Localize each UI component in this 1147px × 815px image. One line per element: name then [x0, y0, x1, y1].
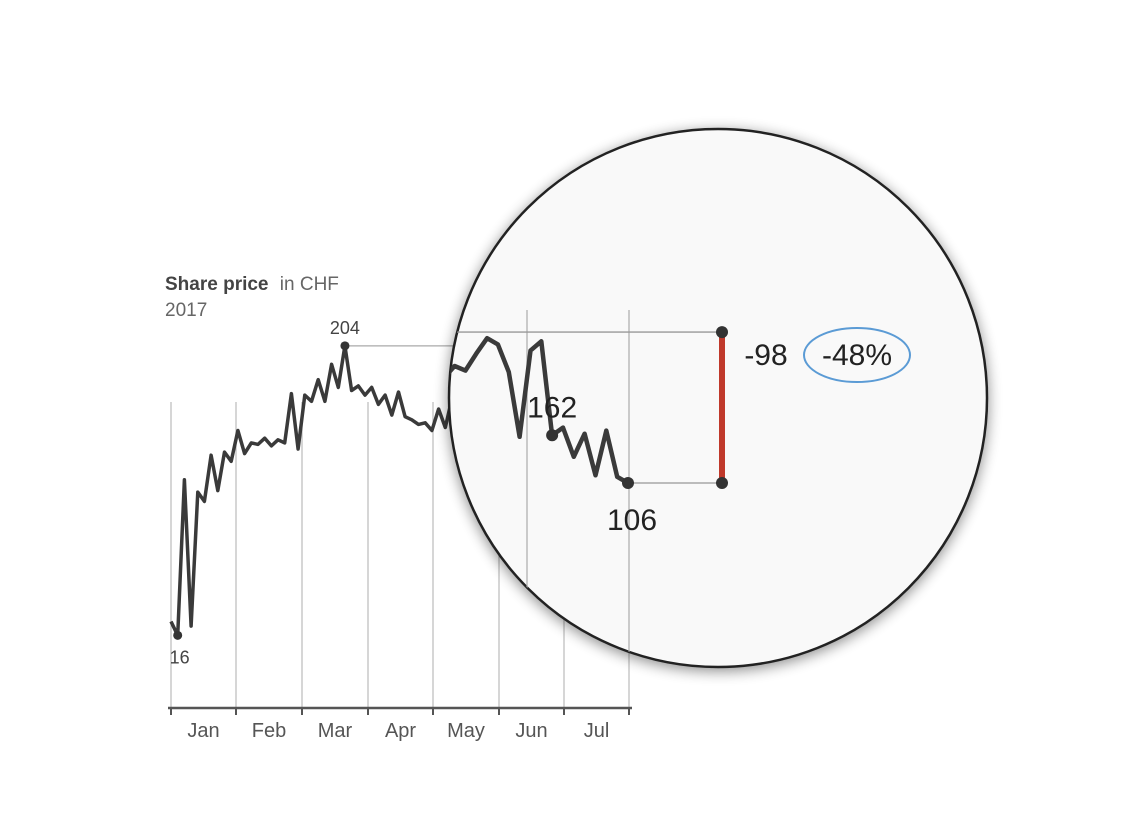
chart-title: Share price [165, 274, 269, 295]
magnifier-lens [447, 127, 989, 669]
max-label: 204 [330, 318, 360, 338]
drop-bottom-point [716, 477, 728, 489]
x-tick-label: Feb [252, 720, 286, 742]
end-point [622, 477, 634, 489]
x-axis: Jan Feb Mar Apr May Jun Jul [168, 706, 632, 742]
drop-top-point [716, 326, 728, 339]
x-tick-label: Apr [385, 720, 416, 742]
chart-subtitle: 2017 [165, 300, 207, 321]
change-abs-label: -98 [744, 339, 787, 372]
x-tick-label: Jul [584, 720, 610, 742]
x-tick-label: Jan [187, 720, 219, 742]
end-label: 106 [607, 504, 657, 537]
chart-title-unit: in CHF [280, 274, 339, 295]
lens-price-line [449, 335, 630, 485]
base-annotations: 16 204 [170, 318, 360, 668]
x-tick-label: May [447, 720, 485, 742]
peak-point [546, 429, 559, 442]
svg-text:Share price in CHF: Share price in CHF [165, 274, 339, 295]
peak-label: 162 [527, 391, 577, 424]
min-label: 16 [170, 647, 190, 667]
min-point [173, 630, 183, 640]
x-tick-label: Jun [515, 720, 547, 742]
magnified-view: 162 106 -98 -48% [449, 310, 911, 667]
change-pct-ellipse [803, 327, 911, 383]
x-tick-label: Mar [318, 720, 353, 742]
change-pct-label: -48% [822, 339, 892, 372]
max-point [340, 341, 350, 351]
